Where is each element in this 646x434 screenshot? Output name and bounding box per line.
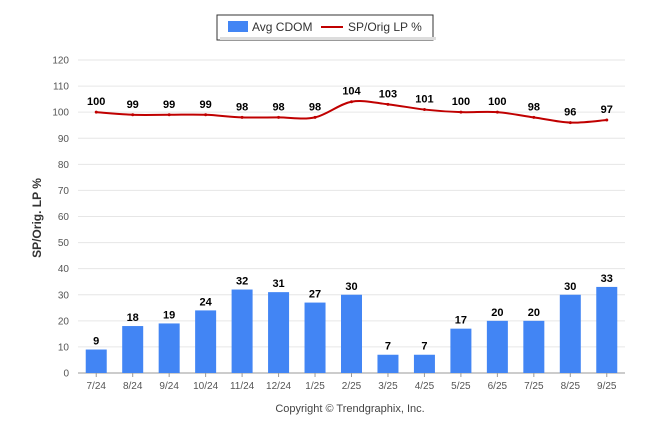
x-tick-label: 11/24 [230,381,255,392]
line-point [459,110,463,114]
bar [413,354,435,373]
x-tick-label: 4/25 [415,381,435,392]
bar [122,326,144,373]
bar [596,286,618,373]
x-tick-label: 9/24 [159,381,179,392]
bar-data-label: 33 [601,273,613,285]
bar [231,289,253,373]
y-tick-label: 30 [58,290,70,301]
line-point [204,113,208,117]
line-data-label: 100 [488,96,506,108]
line-point [350,100,353,104]
line-point [568,121,572,125]
x-tick-label: 8/24 [123,381,143,392]
line-data-label: 99 [163,99,175,111]
bar [450,328,472,373]
bar-data-label: 19 [163,309,175,321]
legend-swatch-avg-cdom [228,21,248,32]
y-axis-label: SP/Orig. LP % [30,178,44,258]
legend: Avg CDOM SP/Orig LP % [216,14,436,41]
x-tick-label: 12/24 [266,381,291,392]
x-tick-label: 7/24 [86,381,106,392]
x-tick-label: 6/25 [488,381,508,392]
line-data-label: 101 [415,94,433,106]
line-data-label: 98 [236,101,248,113]
bar-data-label: 20 [528,307,540,319]
bar [377,354,399,373]
line-series-sp-orig-lp: 100 99 99 99 98 98 98 104 103 101 100 100 98 96 97 [87,86,613,125]
legend-label-sp-orig-lp: SP/Orig LP % [348,20,422,34]
line-data-label: 100 [87,96,105,108]
line-point [313,115,317,119]
bar-data-label: 20 [491,307,503,319]
x-tick-label: 1/25 [305,381,325,392]
y-tick-label: 70 [58,186,70,197]
bar [195,310,217,373]
bar [304,302,326,373]
bar-data-label: 9 [93,336,99,348]
x-tick-label: 5/25 [451,381,471,392]
x-tick-label: 7/25 [524,381,544,392]
line-data-label: 96 [564,107,576,119]
line-data-label: 99 [200,99,212,111]
y-tick-label: 20 [58,316,70,327]
bar-data-label: 32 [236,276,248,288]
y-tick-label: 50 [58,238,70,249]
y-tick-label: 60 [58,212,70,223]
line-point [495,110,499,114]
line-data-label: 99 [127,99,139,111]
line-point [167,113,171,117]
line-point [532,115,536,119]
line-point [94,110,98,114]
y-axis: 0 10 20 30 40 50 60 70 80 90 100 110 120 [52,56,69,380]
x-tick-label: 2/25 [342,381,362,392]
x-tick-label: 10/24 [193,381,218,392]
line-point [386,102,390,106]
bar-data-label: 31 [272,278,284,290]
line-point [240,115,244,119]
line-point [422,108,426,112]
bar-data-label: 18 [127,312,139,324]
x-tick-label: 3/25 [378,381,398,392]
line-data-label: 97 [601,104,613,116]
y-tick-label: 100 [52,108,69,119]
line-data-label: 100 [452,96,470,108]
x-axis: 7/24 8/24 9/24 10/24 11/24 12/24 1/25 2/25 3/25 4… [86,373,617,392]
y-tick-label: 0 [63,369,69,380]
bar-data-label: 24 [200,296,213,308]
x-tick-label: 8/25 [561,381,581,392]
line-data-label: 98 [272,101,284,113]
bar-data-label: 30 [564,281,576,293]
legend-label-avg-cdom: Avg CDOM [252,20,312,34]
y-tick-label: 120 [52,56,69,67]
x-tick-label: 9/25 [597,381,617,392]
line-point [277,115,281,119]
bar [559,294,581,373]
line-point [131,113,135,117]
bar [158,323,180,373]
y-tick-label: 90 [58,134,70,145]
bar-data-label: 17 [455,315,467,327]
y-tick-label: 40 [58,264,70,275]
bar-series-avg-cdom: 9 18 19 24 32 31 27 30 7 7 17 20 20 30 33 [85,273,618,373]
bar [85,349,107,373]
y-tick-label: 80 [58,160,70,171]
bar [268,292,290,373]
line-data-label: 98 [528,101,540,113]
bar [341,294,362,373]
bar-data-label: 27 [309,289,321,301]
bar-data-label: 7 [385,341,391,353]
y-tick-label: 110 [53,82,69,93]
copyright: Copyright © Trendgraphix, Inc. [275,403,424,415]
bar [486,320,508,373]
bar-data-label: 7 [421,341,427,353]
bar-data-label: 30 [345,281,357,293]
line-data-label: 98 [309,101,321,113]
line-data-label: 104 [342,86,361,98]
y-tick-label: 10 [58,342,70,353]
line-point [605,118,609,122]
bar [523,320,545,373]
line-data-label: 103 [379,88,397,100]
